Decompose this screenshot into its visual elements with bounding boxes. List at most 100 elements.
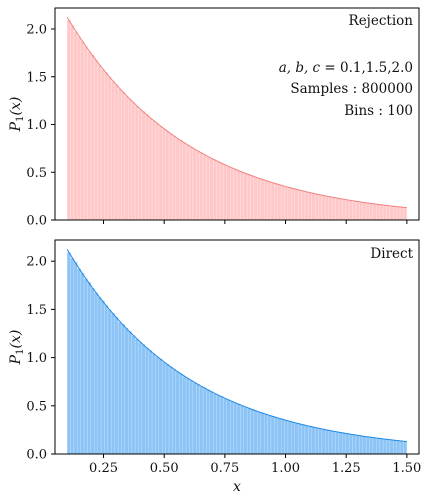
direct-bar [355, 435, 360, 455]
direct-bar [162, 362, 166, 455]
direct-y-axis-label: P1(x) [8, 330, 26, 366]
direct-bar [236, 403, 241, 455]
direct-bar [66, 252, 71, 455]
rejection-bar [124, 96, 129, 221]
direct-bar [243, 406, 248, 455]
direct-x-tick-label: 0.50 [150, 461, 179, 476]
direct-bar [342, 432, 346, 455]
direct-bar [206, 389, 211, 455]
direct-bar [128, 331, 132, 455]
rejection-bar [73, 31, 78, 221]
rejection-bar [97, 64, 102, 221]
direct-bar [80, 272, 85, 455]
direct-bar [189, 380, 194, 455]
direct-bar [301, 424, 306, 455]
rejection-bar [311, 193, 316, 221]
rejection-bar [104, 72, 109, 221]
direct-bar [246, 407, 251, 455]
direct-bar [386, 439, 391, 455]
rejection-histogram-bars [66, 19, 408, 221]
direct-bar [107, 309, 112, 455]
rejection-bar [240, 171, 244, 221]
rejection-bar [243, 173, 248, 221]
direct-bar [199, 386, 204, 455]
direct-bar [94, 292, 98, 455]
direct-bar [226, 399, 231, 455]
rejection-bar [308, 192, 312, 221]
rejection-bar [233, 169, 238, 221]
direct-bar [291, 421, 295, 455]
direct-x-tick-label: 1.25 [332, 461, 361, 476]
rejection-bar [185, 144, 190, 221]
rejection-bar [393, 206, 397, 221]
rejection-bar [223, 164, 228, 221]
direct-bar [308, 426, 312, 455]
rejection-bar [111, 81, 115, 221]
direct-title: Direct [370, 246, 413, 262]
direct-bar [257, 411, 261, 455]
rejection-bar [355, 201, 360, 221]
rejection-bar [291, 188, 295, 221]
rejection-bar [151, 120, 156, 221]
rejection-bar [372, 203, 377, 221]
rejection-bar [331, 197, 336, 221]
rejection-y-axis-label: P1(x) [8, 97, 26, 133]
rejection-bar [318, 194, 323, 221]
rejection-y-tick-label: 0.5 [26, 166, 47, 181]
samples-annotation: Samples : 800000 [290, 81, 413, 97]
direct-bar [114, 317, 119, 455]
direct-bar [335, 431, 340, 455]
direct-bar [209, 391, 214, 455]
rejection-y-ticks: 0.0 0.5 1.0 1.5 2.0 [26, 23, 55, 229]
direct-x-tick-label: 0.25 [89, 461, 118, 476]
rejection-bar [70, 25, 75, 221]
params-annotation: a, b, c = 0.1,1.5,2.0 [279, 60, 413, 76]
direct-bar [362, 436, 367, 455]
rejection-bar [148, 118, 153, 221]
rejection-panel: 0.0 0.5 1.0 1.5 2.0 Rejection a, b, c = 0.1,… [8, 7, 420, 229]
direct-bar [396, 440, 401, 455]
rejection-bar [287, 187, 292, 221]
direct-bar [165, 363, 170, 455]
rejection-bar [179, 139, 183, 221]
rejection-bar [270, 182, 275, 221]
rejection-bar [338, 198, 343, 221]
rejection-bar [87, 51, 92, 221]
rejection-density-curve [66, 16, 407, 209]
rejection-bar [202, 154, 207, 221]
rejection-bar [83, 45, 88, 221]
direct-bar [97, 296, 102, 455]
rejection-bar [134, 105, 139, 221]
rejection-bar [94, 59, 98, 221]
direct-bar [304, 425, 309, 455]
rejection-bar [236, 170, 241, 221]
rejection-y-tick-label: 0.0 [26, 214, 47, 229]
rejection-bar [342, 199, 346, 221]
rejection-bar [165, 130, 170, 221]
rejection-bar [216, 161, 221, 221]
direct-y-tick-label: 2.0 [26, 255, 47, 270]
direct-x-tick-label: 1.00 [271, 461, 300, 476]
direct-bar [172, 369, 177, 455]
rejection-bar [230, 167, 234, 221]
rejection-bar [117, 88, 122, 221]
direct-bar [263, 413, 268, 455]
direct-bar [297, 423, 302, 455]
rejection-bar [246, 174, 251, 221]
direct-bar [338, 432, 343, 455]
rejection-bar [189, 146, 194, 221]
rejection-bar [131, 102, 136, 221]
direct-bar [192, 382, 197, 455]
direct-bar [121, 324, 126, 455]
direct-histogram-bars [66, 252, 408, 455]
rejection-bar [260, 179, 265, 221]
rejection-bar [114, 84, 119, 221]
direct-bar [202, 387, 207, 455]
direct-bar [345, 433, 350, 455]
direct-bar [365, 436, 370, 455]
direct-bar [131, 335, 136, 455]
rejection-bar [100, 69, 105, 221]
direct-bar [270, 416, 275, 455]
rejection-bar [226, 166, 231, 221]
direct-bar [403, 441, 408, 455]
